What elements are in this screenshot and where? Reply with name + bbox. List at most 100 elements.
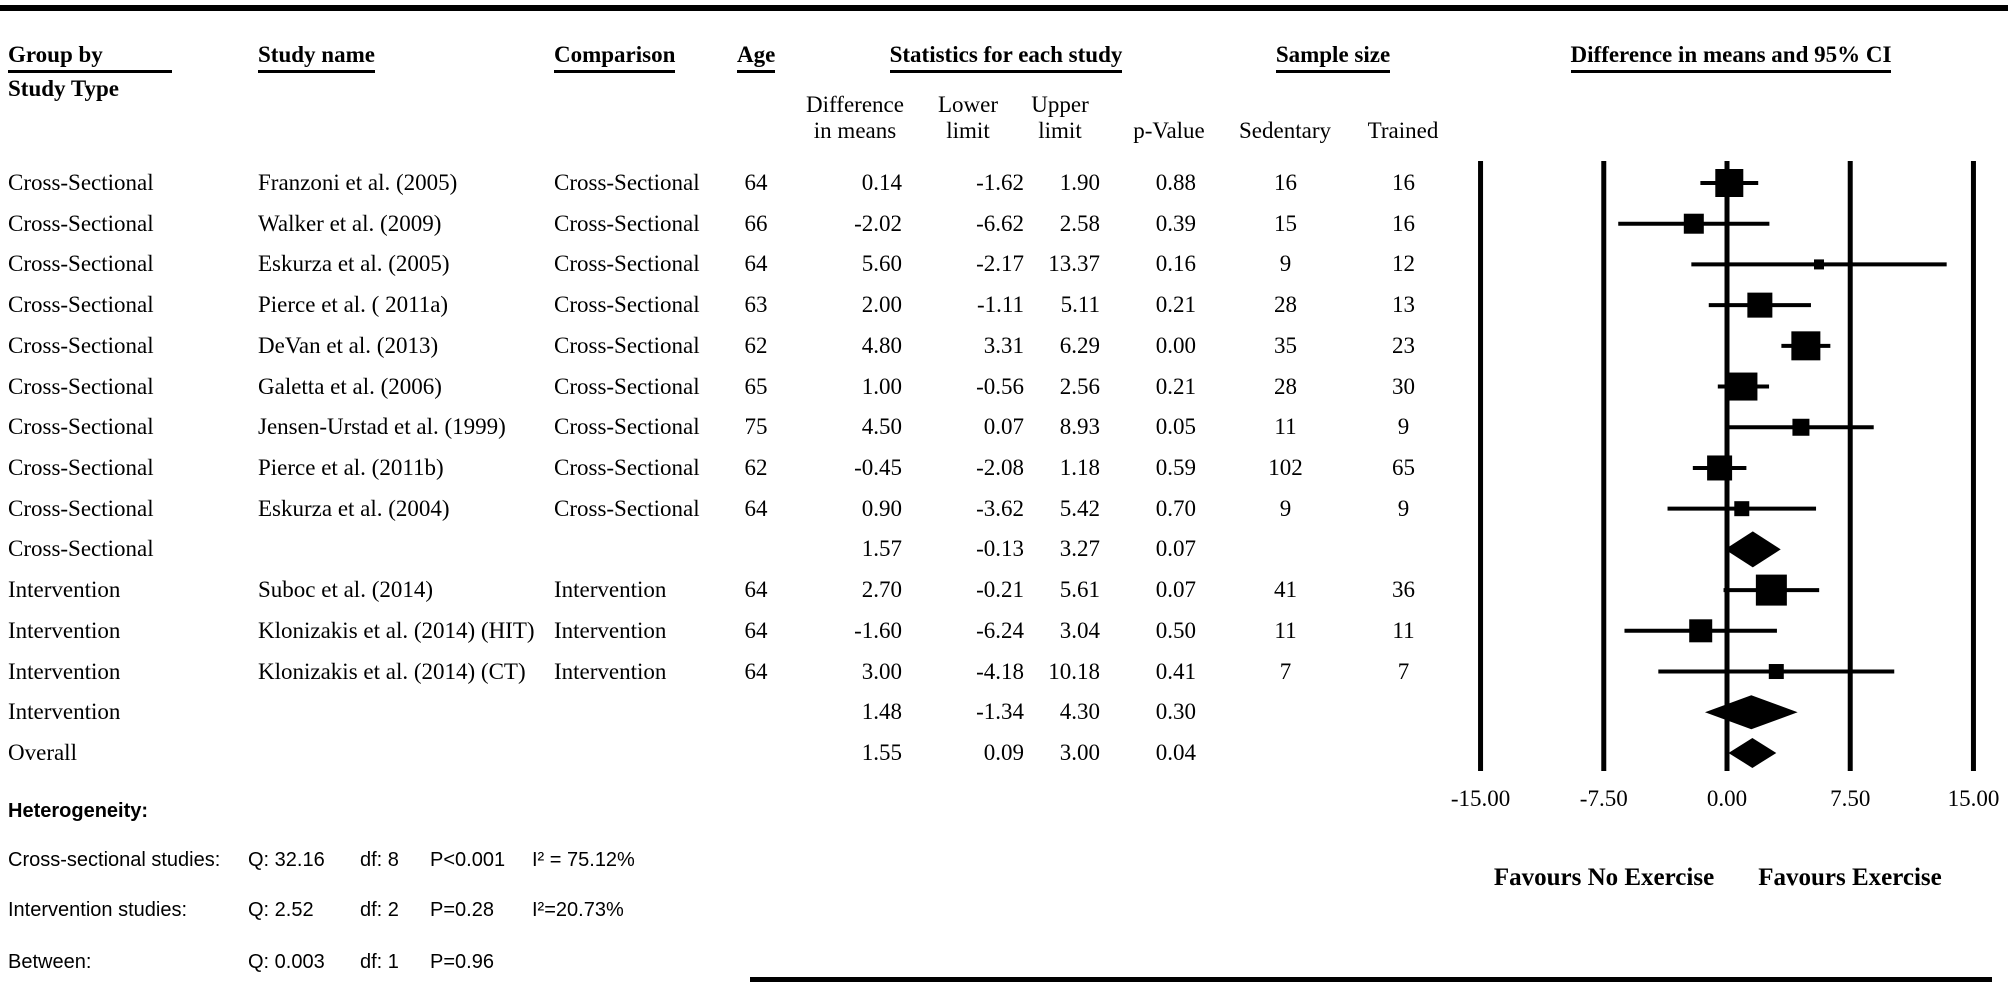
cell-lower: -1.62 <box>976 170 1024 195</box>
cell-group: Intervention <box>8 577 121 603</box>
header-comparison: Comparison <box>554 42 676 73</box>
cell-lower: -0.21 <box>976 577 1024 603</box>
mean-marker <box>1792 418 1810 436</box>
cell-sedentary: 102 <box>1268 454 1303 480</box>
header-difference-in-means: Difference in means <box>806 92 904 143</box>
mean-marker <box>1683 213 1704 234</box>
heterogeneity-line-intervention: Intervention studies: Q: 2.52 df: 2 P=0.28 I… <box>8 899 624 922</box>
cell-sedentary: 15 <box>1274 210 1297 236</box>
cell-lower: -4.18 <box>976 658 1024 684</box>
cell-diff: -1.60 <box>854 617 902 643</box>
het-label: Cross-sectional studies: <box>8 849 221 871</box>
cell-age: 62 <box>744 454 768 480</box>
cell-trained: 23 <box>1392 332 1415 358</box>
het-q-statistic: Q: 2.52 <box>248 899 314 921</box>
het-df: df: 8 <box>360 849 399 871</box>
header-trained: Trained <box>1367 118 1439 143</box>
cell-study: Klonizakis et al. (2014) (CT) <box>258 658 526 684</box>
mean-marker <box>1755 574 1787 606</box>
header-age: Age <box>737 42 776 73</box>
het-df: df: 1 <box>360 951 399 973</box>
cell-group: Cross-Sectional <box>8 536 154 562</box>
mean-marker <box>1707 455 1733 481</box>
cell-sedentary: 28 <box>1274 292 1297 318</box>
cell-upper: 3.00 <box>1059 739 1100 765</box>
het-p-value: P=0.28 <box>430 899 494 921</box>
cell-age: 64 <box>744 170 768 195</box>
het-i-squared: I²=20.73% <box>532 899 624 921</box>
cell-p: 0.04 <box>1155 739 1196 765</box>
mean-marker <box>1747 292 1773 318</box>
cell-comparison: Intervention <box>554 577 667 603</box>
mean-marker <box>1768 664 1784 680</box>
cell-study: Suboc et al. (2014) <box>258 577 434 603</box>
axis-tick-label: 7.50 <box>1830 786 1871 811</box>
cell-p: 0.00 <box>1155 332 1196 358</box>
het-label: Between: <box>8 951 92 973</box>
cell-age: 64 <box>744 495 768 521</box>
cell-group: Overall <box>8 739 77 765</box>
cell-p: 0.70 <box>1155 495 1196 521</box>
cell-group: Cross-Sectional <box>8 210 154 236</box>
cell-age: 62 <box>744 332 768 358</box>
cell-upper: 8.93 <box>1059 414 1100 440</box>
mean-marker <box>1729 372 1758 401</box>
cell-lower: -2.08 <box>976 454 1024 480</box>
cell-trained: 9 <box>1397 414 1410 440</box>
cell-study: DeVan et al. (2013) <box>258 332 439 358</box>
mean-marker <box>1715 169 1744 197</box>
cell-diff: 4.80 <box>861 332 902 358</box>
favours-exercise-label: Favours Exercise <box>1758 864 1942 891</box>
cell-diff: 2.00 <box>861 292 902 318</box>
cell-comparison: Cross-Sectional <box>554 414 700 440</box>
header-p-value: p-Value <box>1133 118 1205 143</box>
axis-tick-label: 15.00 <box>1947 786 2000 811</box>
mean-marker <box>1814 259 1825 270</box>
summary-diamond <box>1728 737 1777 768</box>
cell-group: Cross-Sectional <box>8 292 154 318</box>
cell-upper: 1.90 <box>1059 170 1100 195</box>
header-group-by: Group by <box>8 42 172 73</box>
axis-tick-label: 0.00 <box>1706 786 1748 811</box>
cell-study: Eskurza et al. (2004) <box>258 495 450 521</box>
summary-diamond <box>1704 695 1798 730</box>
cell-comparison: Cross-Sectional <box>554 292 700 318</box>
cell-age: 64 <box>744 658 768 684</box>
cell-upper: 3.27 <box>1059 536 1100 562</box>
cell-study: Walker et al. (2009) <box>258 210 442 236</box>
cell-study: Klonizakis et al. (2014) (HIT) <box>258 617 535 643</box>
cell-sedentary: 7 <box>1279 658 1292 684</box>
mean-marker <box>1791 331 1821 361</box>
cell-group: Intervention <box>8 617 121 643</box>
cell-trained: 11 <box>1392 617 1415 643</box>
cell-upper: 4.30 <box>1059 699 1100 725</box>
header-plot-title: Difference in means and 95% CI <box>1561 42 1901 73</box>
cell-diff: 1.48 <box>861 699 902 725</box>
cell-study: Pierce et al. (2011b) <box>258 454 444 480</box>
header-study-name: Study name <box>258 42 375 73</box>
het-p-value: P<0.001 <box>430 849 506 871</box>
cell-group: Cross-Sectional <box>8 495 154 521</box>
cell-p: 0.50 <box>1155 617 1196 643</box>
het-q-statistic: Q: 0.003 <box>248 951 325 973</box>
cell-trained: 65 <box>1392 454 1415 480</box>
cell-upper: 5.42 <box>1059 495 1100 521</box>
cell-study: Franzoni et al. (2005) <box>258 170 458 195</box>
cell-comparison: Cross-Sectional <box>554 251 700 277</box>
cell-p: 0.30 <box>1155 699 1196 725</box>
cell-group: Cross-Sectional <box>8 454 154 480</box>
cell-trained: 12 <box>1392 251 1415 277</box>
cell-sedentary: 41 <box>1274 577 1297 603</box>
cell-p: 0.07 <box>1155 536 1196 562</box>
cell-group: Cross-Sectional <box>8 332 154 358</box>
cell-lower: 3.31 <box>983 332 1024 358</box>
cell-p: 0.16 <box>1155 251 1196 277</box>
cell-age: 65 <box>744 373 768 399</box>
cell-diff: 3.00 <box>861 658 902 684</box>
mean-marker <box>1689 619 1713 643</box>
cell-lower: 0.09 <box>983 739 1024 765</box>
cell-upper: 1.18 <box>1059 454 1100 480</box>
cell-diff: 0.90 <box>861 495 902 521</box>
cell-upper: 10.18 <box>1048 658 1100 684</box>
